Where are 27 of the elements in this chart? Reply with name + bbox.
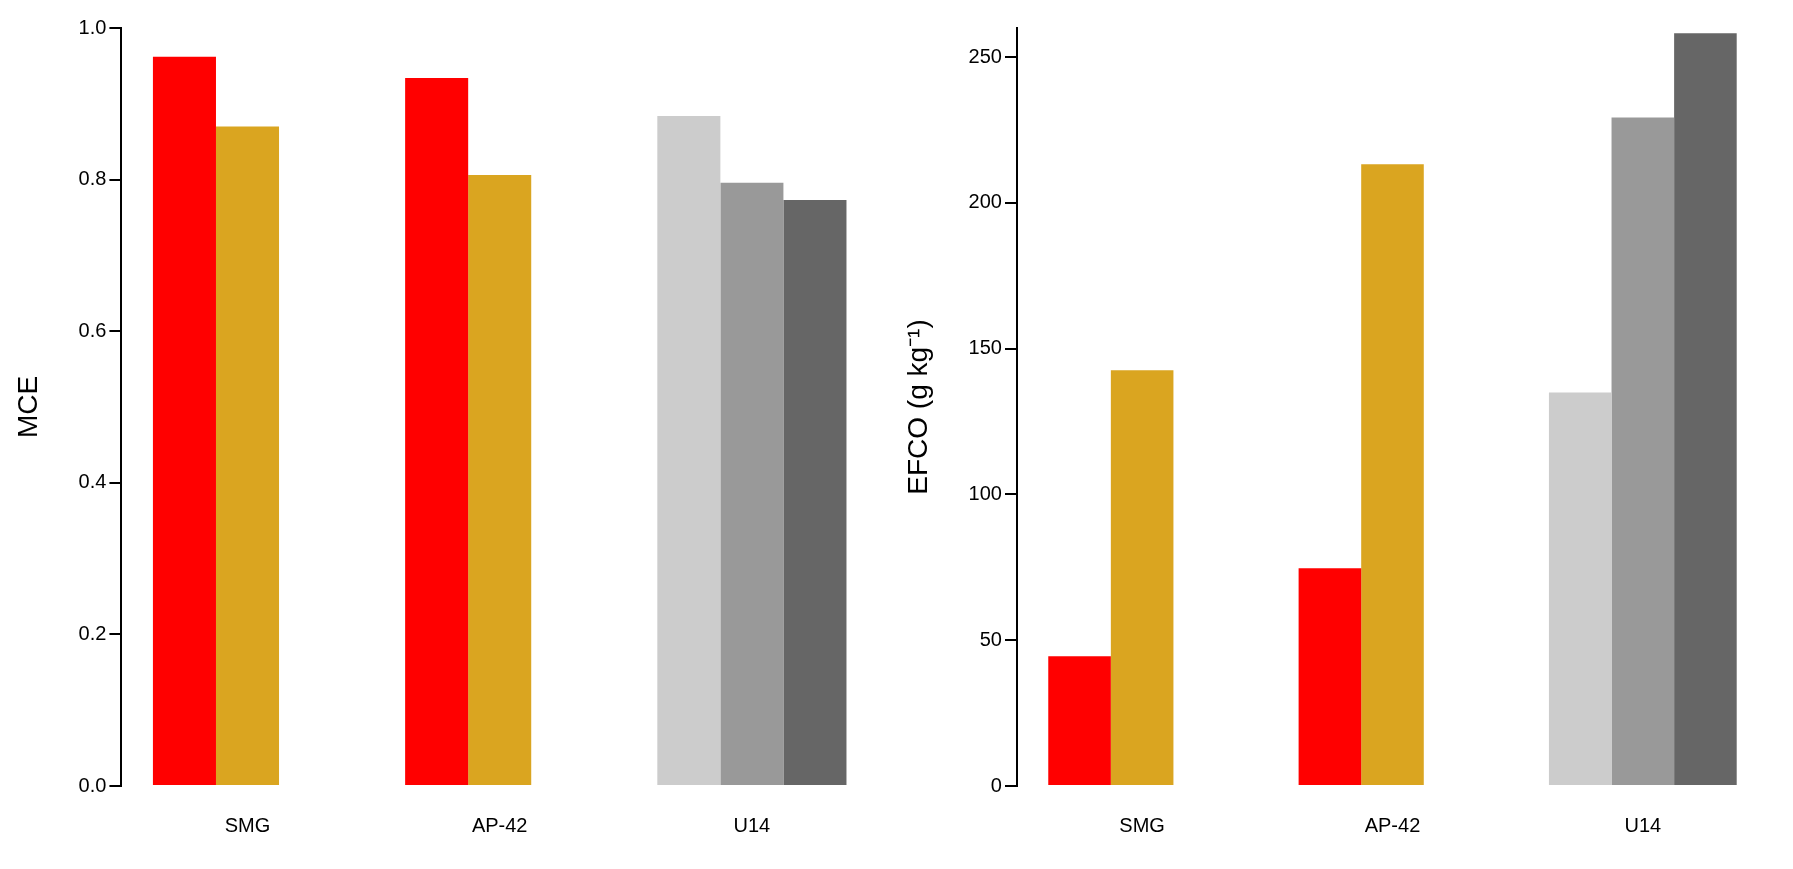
x-tick-label: SMG xyxy=(1119,813,1165,836)
y-tick-label: 150 xyxy=(968,336,1002,359)
bar xyxy=(1674,33,1737,785)
y-tick-label: 0.0 xyxy=(78,773,107,796)
x-tick-label: U14 xyxy=(1624,813,1662,836)
x-tick-label: SMG xyxy=(224,813,271,836)
y-tick-label: 0.6 xyxy=(78,318,107,341)
bar xyxy=(1361,164,1424,785)
bar xyxy=(1048,656,1111,785)
bar xyxy=(1298,568,1362,785)
y-tick-label: 200 xyxy=(968,190,1002,213)
y-tick-label: 0.4 xyxy=(78,470,107,493)
y-axis-title: EFCO (g kg⁻¹) xyxy=(901,319,933,495)
bar xyxy=(1611,117,1675,785)
x-tick-label: AP-42 xyxy=(1364,813,1421,836)
y-tick-label: 250 xyxy=(968,44,1002,67)
y-tick-label: 50 xyxy=(979,627,1002,650)
bar xyxy=(1110,370,1174,785)
y-tick-label: 0.2 xyxy=(78,621,107,644)
y-tick-label: 100 xyxy=(968,481,1002,504)
x-tick-label: AP-42 xyxy=(471,813,528,836)
x-tick-label: U14 xyxy=(733,813,771,836)
y-axis-title: MCE xyxy=(11,375,43,439)
y-tick-label: 0 xyxy=(990,773,1002,796)
y-tick-label: 0.8 xyxy=(78,167,107,190)
bar xyxy=(1548,392,1612,785)
y-tick-label: 1.0 xyxy=(78,15,107,38)
